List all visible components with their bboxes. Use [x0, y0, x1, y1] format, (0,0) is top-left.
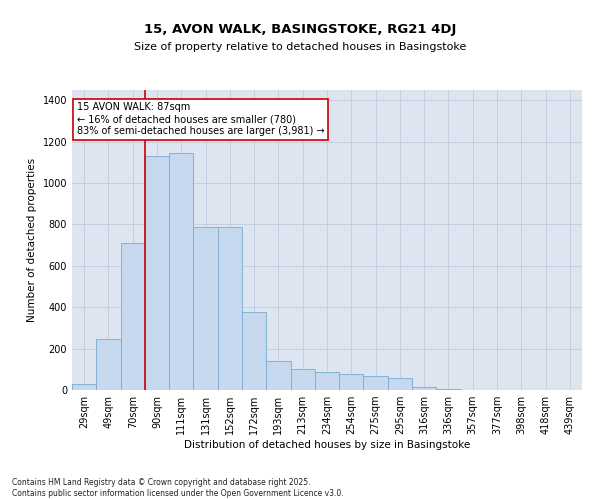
- Bar: [121, 243, 145, 390]
- Bar: [145, 156, 169, 390]
- Bar: [242, 312, 266, 390]
- Bar: [412, 387, 436, 390]
- Bar: [364, 376, 388, 390]
- X-axis label: Distribution of detached houses by size in Basingstoke: Distribution of detached houses by size …: [184, 440, 470, 450]
- Bar: [315, 372, 339, 390]
- Bar: [436, 389, 461, 390]
- Bar: [218, 226, 242, 390]
- Text: 15 AVON WALK: 87sqm
← 16% of detached houses are smaller (780)
83% of semi-detac: 15 AVON WALK: 87sqm ← 16% of detached ho…: [77, 102, 325, 136]
- Bar: [388, 378, 412, 390]
- Bar: [72, 384, 96, 390]
- Bar: [96, 340, 121, 390]
- Bar: [339, 374, 364, 390]
- Text: Contains HM Land Registry data © Crown copyright and database right 2025.
Contai: Contains HM Land Registry data © Crown c…: [12, 478, 344, 498]
- Bar: [290, 370, 315, 390]
- Bar: [266, 361, 290, 390]
- Bar: [169, 153, 193, 390]
- Y-axis label: Number of detached properties: Number of detached properties: [27, 158, 37, 322]
- Bar: [193, 226, 218, 390]
- Text: 15, AVON WALK, BASINGSTOKE, RG21 4DJ: 15, AVON WALK, BASINGSTOKE, RG21 4DJ: [144, 22, 456, 36]
- Text: Size of property relative to detached houses in Basingstoke: Size of property relative to detached ho…: [134, 42, 466, 52]
